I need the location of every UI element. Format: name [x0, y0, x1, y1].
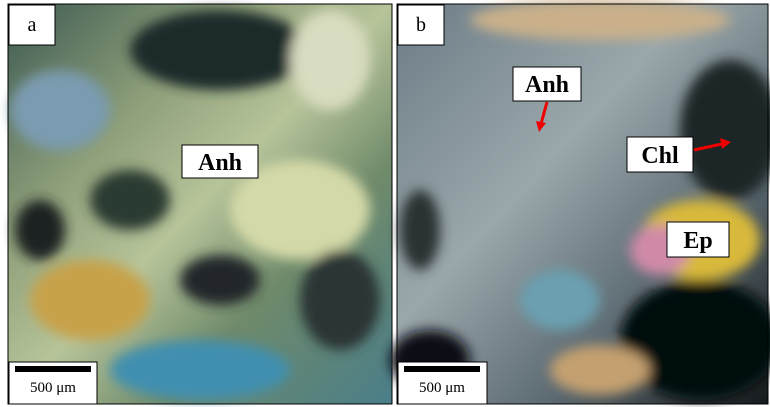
scale-bar: [404, 366, 480, 372]
arrow-head: [536, 121, 546, 132]
scale-bar-label: 500 μm: [30, 380, 76, 396]
texture-a: [10, 10, 380, 400]
annotation-box: [626, 136, 694, 173]
arrow: [693, 142, 723, 152]
panel-label: a: [28, 14, 37, 36]
annotation-box: [666, 221, 730, 258]
scale-bar-label: 500 μm: [419, 380, 465, 396]
annotation-box: [181, 144, 259, 179]
label-box: [8, 4, 56, 46]
scale-bar: [15, 366, 91, 372]
annotation: Chl: [641, 143, 679, 169]
annotation: Anh: [198, 150, 242, 176]
arrow: [539, 101, 549, 125]
panel-b: b Anh Chl Ep 500 μm: [390, 0, 770, 405]
texture-b: [390, 0, 770, 400]
panel-border: [396, 3, 769, 405]
arrow-head: [720, 138, 731, 149]
label-box: [397, 4, 445, 46]
panel-label: b: [416, 14, 426, 36]
annotation-box: [512, 66, 582, 102]
panel-border: [7, 3, 393, 405]
annotation: Ep: [683, 228, 712, 254]
panel-a: a Anh 500 μm: [7, 3, 393, 405]
annotation: Anh: [525, 72, 569, 98]
